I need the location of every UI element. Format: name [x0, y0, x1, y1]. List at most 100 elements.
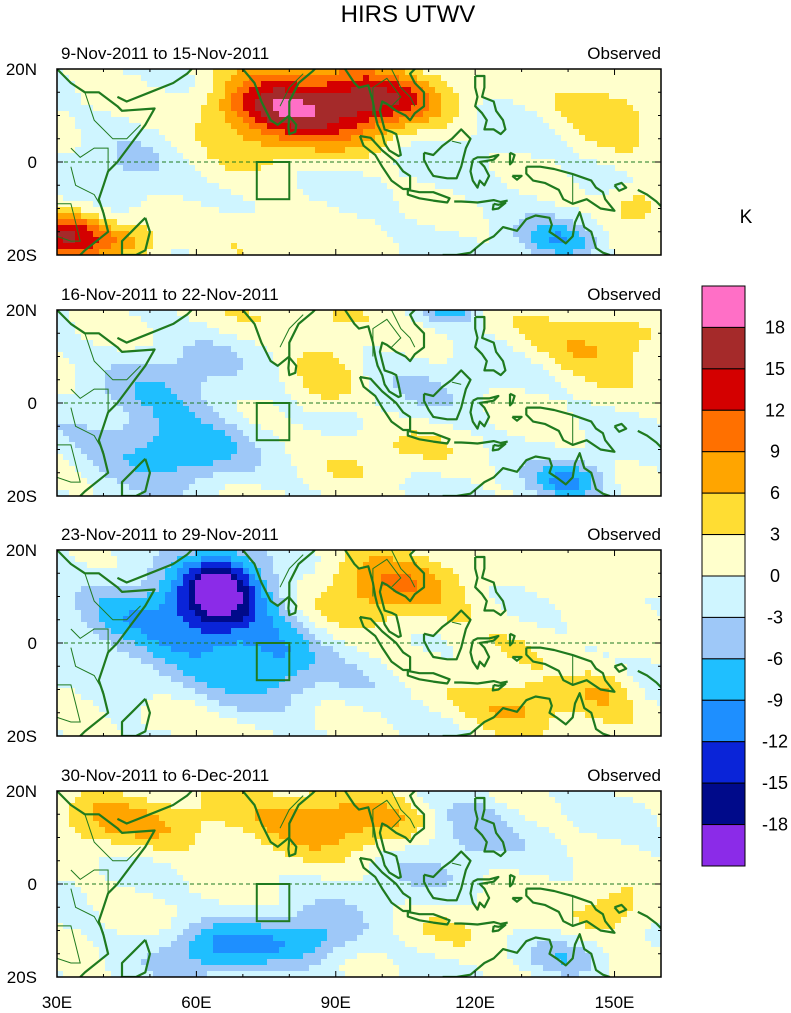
anomaly-cell: [567, 69, 574, 76]
anomaly-cell: [579, 394, 586, 401]
anomaly-cell: [309, 165, 316, 172]
anomaly-cell: [153, 376, 160, 383]
anomaly-cell: [99, 87, 106, 94]
anomaly-cell: [579, 105, 586, 112]
anomaly-cell: [537, 334, 544, 341]
anomaly-cell: [651, 225, 658, 232]
anomaly-cell: [393, 394, 400, 401]
anomaly-cell: [339, 141, 346, 148]
anomaly-cell: [339, 135, 346, 142]
anomaly-cell: [639, 406, 646, 413]
anomaly-cell: [273, 213, 280, 220]
anomaly-cell: [213, 225, 220, 232]
anomaly-cell: [177, 225, 184, 232]
anomaly-cell: [621, 147, 628, 154]
anomaly-cell: [333, 376, 340, 383]
anomaly-cell: [369, 201, 376, 208]
anomaly-cell: [153, 111, 160, 118]
anomaly-cell: [603, 165, 610, 172]
coastline: [358, 134, 412, 191]
anomaly-cell: [633, 249, 640, 255]
anomaly-cell: [279, 153, 286, 160]
anomaly-cell: [351, 340, 358, 347]
anomaly-cell: [375, 87, 382, 94]
anomaly-cell: [261, 171, 268, 178]
anomaly-cell: [81, 370, 88, 377]
anomaly-cell: [249, 358, 256, 365]
anomaly-cell: [321, 117, 328, 124]
anomaly-cell: [99, 105, 106, 112]
anomaly-cell: [405, 129, 412, 136]
anomaly-cell: [165, 358, 172, 365]
anomaly-cell: [195, 147, 202, 154]
anomaly-cell: [279, 394, 286, 401]
anomaly-cell: [411, 370, 418, 377]
anomaly-cell: [153, 207, 160, 214]
anomaly-cell: [627, 231, 634, 238]
anomaly-cell: [651, 75, 658, 82]
anomaly-cell: [297, 141, 304, 148]
anomaly-cell: [405, 207, 412, 214]
anomaly-cell: [585, 195, 592, 202]
anomaly-cell: [603, 87, 610, 94]
anomaly-cell: [189, 207, 196, 214]
anomaly-cell: [291, 394, 298, 401]
anomaly-cell: [351, 237, 358, 244]
anomaly-cell: [597, 201, 604, 208]
anomaly-cell: [387, 346, 394, 353]
anomaly-cell: [93, 358, 100, 365]
anomaly-cell: [459, 346, 466, 353]
anomaly-cell: [219, 189, 226, 196]
anomaly-cell: [111, 231, 118, 238]
anomaly-cell: [537, 93, 544, 100]
anomaly-cell: [399, 117, 406, 124]
anomaly-cell: [459, 370, 466, 377]
anomaly-cell: [213, 123, 220, 130]
anomaly-cell: [171, 382, 178, 389]
anomaly-cell: [417, 207, 424, 214]
anomaly-cell: [261, 177, 268, 184]
anomaly-cell: [351, 316, 358, 323]
anomaly-cell: [309, 231, 316, 238]
anomaly-cell: [159, 111, 166, 118]
anomaly-cell: [279, 129, 286, 136]
anomaly-cell: [615, 370, 622, 377]
anomaly-cell: [279, 87, 286, 94]
anomaly-cell: [159, 135, 166, 142]
anomaly-cell: [111, 87, 118, 94]
anomaly-cell: [99, 249, 106, 255]
anomaly-cell: [369, 388, 376, 395]
anomaly-cell: [213, 75, 220, 82]
anomaly-cell: [435, 334, 442, 341]
anomaly-cell: [111, 394, 118, 401]
anomaly-cell: [633, 237, 640, 244]
anomaly-cell: [651, 87, 658, 94]
anomaly-cell: [339, 376, 346, 383]
anomaly-cell: [555, 346, 562, 353]
anomaly-cell: [75, 334, 82, 341]
anomaly-cell: [81, 93, 88, 100]
anomaly-cell: [273, 207, 280, 214]
anomaly-cell: [279, 189, 286, 196]
anomaly-cell: [507, 237, 514, 244]
anomaly-cell: [585, 165, 592, 172]
anomaly-cell: [453, 213, 460, 220]
anomaly-cell: [171, 177, 178, 184]
anomaly-cell: [567, 165, 574, 172]
anomaly-cell: [189, 358, 196, 365]
anomaly-cell: [99, 141, 106, 148]
anomaly-cell: [177, 213, 184, 220]
anomaly-cell: [315, 165, 322, 172]
anomaly-cell: [621, 376, 628, 383]
anomaly-cell: [585, 310, 592, 317]
anomaly-cell: [411, 213, 418, 220]
anomaly-cell: [651, 141, 658, 148]
anomaly-cell: [147, 364, 154, 371]
anomaly-cell: [249, 135, 256, 142]
anomaly-cell: [483, 93, 490, 100]
anomaly-cell: [177, 219, 184, 226]
anomaly-cell: [519, 93, 526, 100]
anomaly-cell: [609, 189, 616, 196]
anomaly-cell: [561, 105, 568, 112]
anomaly-cell: [231, 183, 238, 190]
